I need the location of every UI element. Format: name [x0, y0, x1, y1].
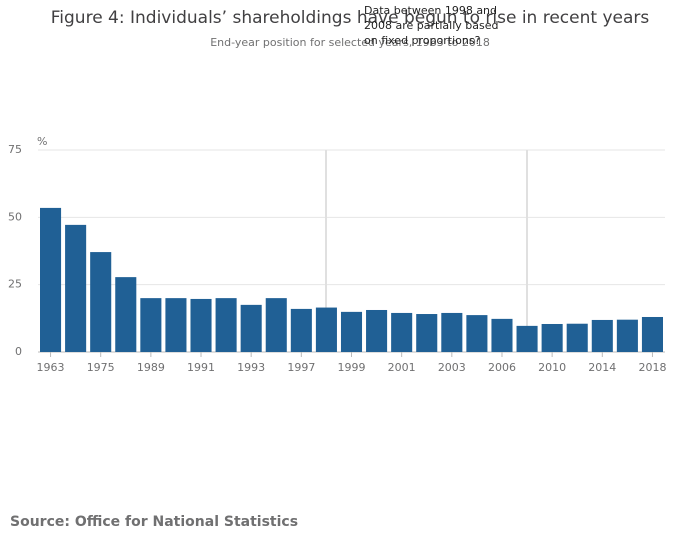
- bar: [366, 309, 388, 352]
- bar: [40, 207, 62, 352]
- bar: [566, 323, 588, 352]
- x-tick-label: 2010: [538, 361, 566, 374]
- bar: [215, 298, 237, 352]
- x-tick-label: 1989: [137, 361, 165, 374]
- bar: [265, 298, 287, 352]
- bar: [391, 312, 413, 352]
- bar: [190, 298, 212, 352]
- source: Source: Office for National Statistics: [10, 514, 298, 530]
- annotation: on fixed proportions?: [364, 34, 481, 47]
- x-tick-label: 2003: [438, 361, 466, 374]
- x-tick-label: 1991: [187, 361, 215, 374]
- x-tick-label: 2014: [588, 361, 616, 374]
- bar: [491, 318, 513, 352]
- bar: [516, 325, 538, 352]
- x-tick-label: 1997: [287, 361, 315, 374]
- chart-subtitle: End-year position for selected years, 19…: [210, 36, 490, 49]
- bar: [466, 315, 488, 352]
- x-tick-label: 1963: [37, 361, 65, 374]
- x-tick-label: 1975: [87, 361, 115, 374]
- y-unit: %: [37, 135, 47, 148]
- bar: [591, 319, 613, 352]
- bar: [315, 307, 337, 352]
- bar: [90, 252, 112, 352]
- chart-title: Figure 4: Individuals’ shareholdings hav…: [51, 8, 650, 28]
- x-tick-label: 2018: [638, 361, 666, 374]
- bar: [290, 308, 312, 352]
- x-tick-label: 2006: [488, 361, 516, 374]
- bar: [541, 323, 563, 352]
- bar: [115, 277, 137, 352]
- bar: [240, 304, 262, 352]
- x-tick-label: 1999: [338, 361, 366, 374]
- bar: [165, 298, 187, 352]
- bar: [416, 314, 438, 352]
- x-tick-label: 2001: [388, 361, 416, 374]
- bar: [641, 316, 663, 352]
- x-tick-label: 1993: [237, 361, 265, 374]
- bar: [140, 298, 162, 352]
- bar: [340, 311, 363, 352]
- y-tick-label: 75: [8, 143, 22, 156]
- y-tick-label: 25: [8, 278, 22, 291]
- annotation: 2008 are partially based: [364, 19, 498, 32]
- bar: [616, 319, 638, 352]
- bar: [441, 312, 463, 352]
- y-tick-label: 50: [8, 210, 22, 223]
- annotation: Data between 1998 and: [364, 4, 497, 17]
- bar: [65, 224, 87, 352]
- y-tick-label: 0: [15, 345, 22, 358]
